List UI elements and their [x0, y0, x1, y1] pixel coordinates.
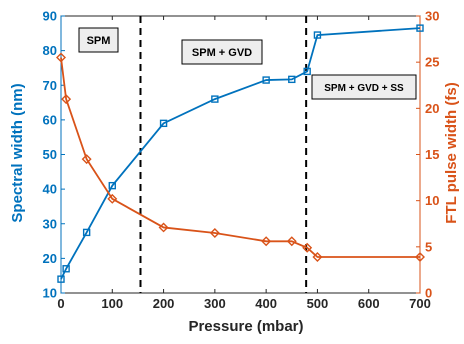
spectral-width-point [211, 95, 219, 103]
x-tick-label: 200 [153, 296, 175, 311]
x-tick-label: 100 [101, 296, 123, 311]
y-right-tick-label: 10 [425, 193, 439, 208]
y-left-tick-label: 10 [43, 286, 57, 301]
x-tick-label: 700 [409, 296, 431, 311]
spectral-width-point [82, 228, 91, 237]
region-label-spm-gvd-ss-box: SPM + GVD + SS [311, 74, 417, 100]
x-tick-label: 400 [255, 296, 277, 311]
region-label-spm-gvd: SPM + GVD [192, 47, 252, 59]
spectral-width-point [416, 24, 424, 32]
plot-layer: 0 100 200 300 400 500 600 700102030405060708090… [43, 9, 440, 312]
spectral-width-point [262, 76, 270, 84]
spectral-width-point [303, 67, 311, 76]
ftl-pulse-width-point [415, 252, 425, 262]
y-right-tick-label: 30 [425, 9, 439, 24]
ftl-pulse-width-point [302, 242, 313, 253]
y-right-tick-label: 25 [425, 55, 439, 70]
spectral-width-point [62, 265, 70, 273]
region-label-box [181, 39, 263, 65]
ftl-pulse-width-point [61, 94, 72, 105]
ftl-pulse-width-point [261, 236, 272, 247]
y-right-tick-label: 0 [425, 286, 432, 301]
x-tick-label: 300 [204, 296, 226, 311]
ftl-pulse-width-point [158, 222, 169, 233]
y-left-tick-label: 80 [43, 43, 57, 58]
y-axis-left-label: Spectral width (nm) [9, 83, 26, 222]
y-right-tick-label: 20 [425, 101, 439, 116]
spectral-width-point [288, 75, 296, 84]
ftl-pulse-width-point [81, 154, 92, 165]
x-axis-label: Pressure (mbar) [188, 318, 303, 335]
y-left-tick-label: 40 [43, 182, 57, 197]
ftl-pulse-width-point [56, 52, 66, 63]
spectral-width-point [108, 181, 116, 190]
region-label-box [311, 74, 417, 100]
spectral-width-point [159, 119, 168, 128]
spectral-width-line [60, 27, 421, 280]
region-label-box [78, 27, 119, 53]
ftl-pulse-width-line [60, 57, 420, 258]
ftl-pulse-width-point [312, 252, 323, 262]
y-left-tick-label: 20 [43, 251, 57, 266]
spectral-width-point [313, 31, 322, 39]
y-left-tick-label: 90 [43, 9, 57, 24]
region-label-spm-gvd-box: SPM + GVD [181, 39, 263, 65]
region-label-spm: SPM [87, 35, 111, 47]
region-label-spm-gvd-ss: SPM + GVD + SS [324, 83, 404, 94]
y-left-tick-label: 50 [43, 147, 57, 162]
x-tick-label: 500 [307, 296, 329, 311]
spectral-width-point [57, 275, 65, 283]
ftl-pulse-width-point [107, 193, 118, 204]
region-label-spm-box: SPM [78, 27, 119, 53]
y-left-tick-label: 60 [43, 112, 57, 127]
x-tick-label: 0 [57, 296, 64, 311]
y-right-tick-label: 5 [425, 239, 432, 254]
ftl-pulse-width-point [286, 236, 297, 247]
ftl-pulse-width-point [209, 227, 220, 238]
x-tick-label: 600 [358, 296, 380, 311]
y-left-tick-label: 70 [43, 78, 57, 93]
y-axis-right-label: FTL pulse width (fs) [443, 82, 460, 223]
y-left-tick-label: 30 [43, 216, 57, 231]
y-right-tick-label: 15 [425, 147, 439, 162]
